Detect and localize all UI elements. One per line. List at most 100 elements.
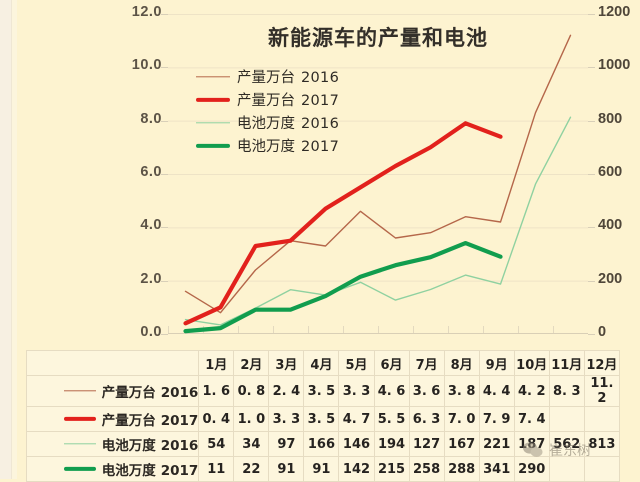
legend-line-swatch [196, 140, 230, 152]
table-col-header: 12月 [583, 350, 621, 376]
legend-line-swatch [196, 117, 230, 129]
table-row: 产量万台 2017 0. 4 1. 0 3. 3 3. 5 4. 7 5. 5 6. 3 7. 0… [25, 406, 621, 432]
table-row-header: 电池万度 2016 [25, 431, 200, 457]
table-cell: 5. 5 [373, 406, 410, 432]
series-line [184, 34, 572, 314]
table-cell: 3. 5 [303, 375, 340, 407]
row-header-label: 产量万台 2017 [101, 413, 199, 429]
legend-item-prod-2016: 产量万台 2016 [196, 66, 339, 87]
table-cell: 91 [303, 456, 340, 482]
table-cell: 142 [338, 456, 375, 482]
series-line [183, 121, 503, 326]
table-cell: 0. 8 [233, 375, 270, 407]
page-title: 新能源车的产量和电池 [268, 26, 488, 50]
legend-item-label: 产量万台 2017 [237, 93, 340, 109]
table-cell: 7. 4 [513, 406, 550, 432]
data-table: 1月 2月 3月 4月 5月 6月 7月 8月 9月 10月 11月 12月 产量万台 2016 1. 6… [25, 350, 621, 482]
table-cell: 34 [233, 431, 270, 457]
table-cell: 0. 4 [198, 406, 235, 432]
y-axis-left-tick-mark [161, 121, 168, 122]
table-col-header: 9月 [478, 350, 515, 376]
table-cell [548, 456, 585, 482]
legend-item-prod-2017: 产量万台 2017 [196, 89, 339, 110]
table-cell: 22 [233, 456, 270, 482]
series-line [183, 241, 503, 334]
legend-item-label: 电池万度 2017 [237, 139, 340, 155]
table-col-header: 6月 [373, 350, 410, 376]
watermark-text: 崔东树 [549, 443, 591, 459]
wechat-icon [523, 442, 543, 457]
y-axis-left-tick: 4.0 [140, 217, 162, 234]
table-cell: 97 [268, 431, 305, 457]
row-line-swatch [63, 463, 96, 475]
table-cell: 290 [513, 456, 550, 482]
y-axis-right-tick: 400 [598, 217, 623, 234]
table-cell: 4. 6 [373, 375, 410, 407]
y-axis-left-tick-mark [161, 174, 168, 175]
row-header-label: 电池万度 2016 [101, 438, 199, 454]
y-axis-left-tick: 12.0 [131, 4, 162, 20]
table-cell: 7. 9 [478, 406, 515, 432]
table-cell: 7. 0 [443, 406, 480, 432]
table-col-header: 2月 [233, 350, 270, 376]
table-cell [583, 406, 621, 432]
table-cell: 3. 3 [268, 406, 305, 432]
y-axis-left-tick: 10.0 [131, 57, 162, 74]
legend-item-label: 产量万台 2016 [237, 70, 340, 86]
table-col-header: 7月 [408, 350, 445, 376]
table-cell: 562 [548, 431, 585, 457]
row-line-swatch [63, 413, 96, 425]
y-axis-left-tick-mark [161, 334, 168, 335]
y-axis-right-tick: 800 [598, 110, 623, 127]
table-cell: 4. 2 [513, 375, 550, 407]
legend-item-batt-2017: 电池万度 2017 [196, 135, 339, 156]
y-axis-left-tick: 2.0 [140, 270, 162, 287]
table-cell: 166 [303, 431, 340, 457]
table-cell: 127 [408, 431, 445, 457]
table-row-header: 电池万度 2017 [25, 456, 200, 482]
y-axis-right-tick-mark [588, 14, 595, 15]
table-cell: 215 [373, 456, 410, 482]
table-row-header: 产量万台 2016 [25, 375, 200, 407]
y-axis-left-tick-mark [161, 14, 168, 15]
y-axis-left-tick: 6.0 [140, 164, 162, 180]
y-axis-right-tick: 1200 [598, 4, 631, 20]
table-cell: 3. 8 [443, 375, 480, 407]
y-axis-left-tick-mark [161, 67, 168, 68]
table-cell: 146 [338, 431, 375, 457]
table-row: 电池万度 2017 11 22 91 91 142 215 258 288 341 290 [25, 456, 621, 482]
table-cell: 1. 0 [233, 406, 270, 432]
y-axis-right-tick-mark [588, 334, 595, 335]
table-cell: 6. 3 [408, 406, 445, 432]
y-axis-left-tick: 0.0 [140, 324, 162, 340]
table-col-header: 5月 [338, 350, 375, 376]
table-cell: 8. 3 [548, 375, 585, 407]
table-cell: 288 [443, 456, 480, 482]
y-axis-right-tick-mark [588, 174, 595, 175]
table-cell: 341 [478, 456, 515, 482]
y-axis-left-tick: 8.0 [140, 110, 162, 127]
table-body: 产量万台 2016 1. 6 0. 8 2. 4 3. 5 3. 3 4. 6 3. 6 3. 8… [25, 375, 621, 482]
table-cell: 3. 6 [408, 375, 445, 407]
table-header-row: 1月 2月 3月 4月 5月 6月 7月 8月 9月 10月 11月 12月 [25, 350, 621, 376]
table-cell [583, 456, 621, 482]
table-cell: 4. 4 [478, 375, 515, 407]
table-cell: 11. 2 [583, 375, 621, 407]
table-cell: 4. 7 [338, 406, 375, 432]
watermark: 崔东树 [522, 440, 591, 460]
table-cell: 167 [443, 431, 480, 457]
table-col-header: 8月 [443, 350, 480, 376]
y-axis-right-tick-mark [588, 227, 595, 228]
table-corner-cell [25, 350, 200, 376]
table-col-header: 1月 [198, 350, 235, 376]
table-cell: 91 [268, 456, 305, 482]
y-axis-right-tick: 600 [598, 164, 623, 180]
legend-item-batt-2016: 电池万度 2016 [196, 112, 339, 133]
y-axis-right-tick: 0 [598, 324, 607, 340]
table-row-header: 产量万台 2017 [25, 406, 200, 432]
plot-svg [168, 14, 588, 334]
y-axis-left-tick-mark [161, 281, 168, 282]
row-header-label: 产量万台 2016 [101, 385, 199, 401]
plot-area [168, 14, 588, 334]
table-header: 1月 2月 3月 4月 5月 6月 7月 8月 9月 10月 11月 12月 [25, 350, 621, 376]
